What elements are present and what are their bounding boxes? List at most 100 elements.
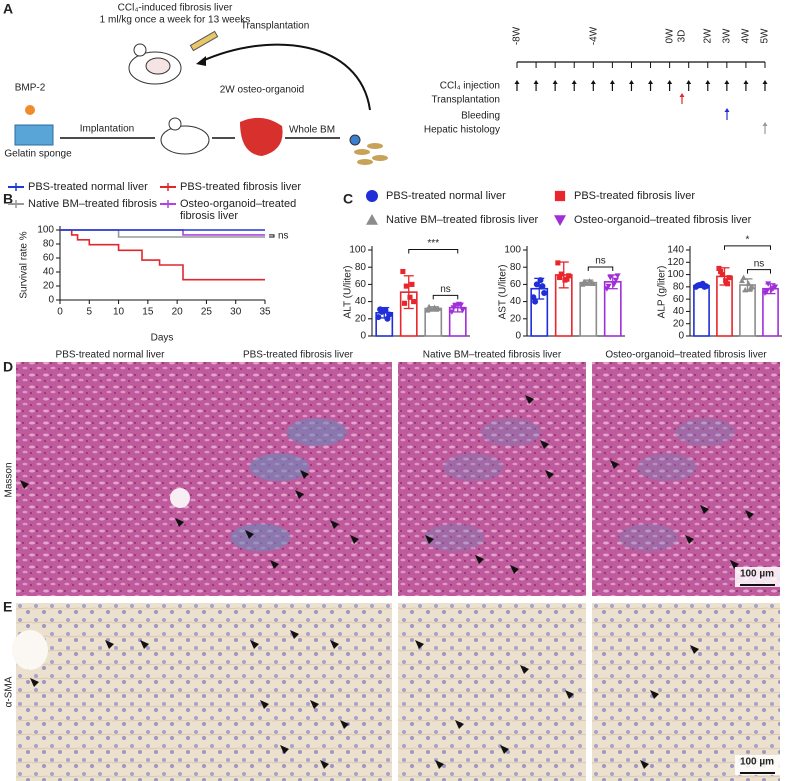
y-tick-label: 100	[667, 269, 684, 280]
arrowhead	[175, 518, 184, 527]
y-tick-label: 0	[360, 331, 366, 342]
x-tick-label: 0	[57, 307, 63, 318]
arrowhead	[330, 640, 339, 649]
timeline-arrowhead	[724, 80, 730, 84]
row-label: α-SMA	[4, 676, 15, 707]
data-point	[745, 280, 752, 287]
diagram-label: Gelatin sponge	[4, 149, 72, 160]
y-axis-label: AST (U/liter)	[498, 265, 509, 320]
survival-line	[60, 229, 265, 238]
y-tick-label: 120	[667, 257, 684, 268]
data-point	[539, 283, 546, 290]
x-tick-label: 15	[142, 307, 154, 318]
bar	[739, 284, 756, 337]
fibrosis-stain	[618, 523, 679, 552]
data-point	[533, 281, 540, 288]
significance-label: ns	[595, 256, 606, 267]
arrowhead	[475, 555, 484, 564]
y-tick-label: 140	[667, 245, 684, 256]
data-point	[726, 275, 732, 281]
legend-label: PBS-treated fibrosis liver	[574, 190, 696, 202]
y-tick-label: 100	[349, 245, 366, 256]
y-tick-label: 60	[673, 294, 685, 305]
data-point	[433, 306, 440, 312]
survival-line	[60, 229, 265, 281]
arrowhead	[565, 690, 574, 699]
timeline-arrowhead	[590, 80, 596, 84]
arrowhead	[520, 665, 529, 674]
timeline-label: 3W	[722, 28, 733, 44]
significance-bracket	[587, 266, 614, 271]
data-point	[742, 286, 749, 293]
significance-bracket	[408, 249, 459, 254]
fibrosis-stain	[424, 523, 485, 552]
arrowhead	[730, 560, 739, 569]
data-point	[557, 274, 563, 281]
data-point	[763, 289, 770, 295]
cells-icon	[354, 143, 388, 165]
data-point	[719, 272, 725, 278]
arrowhead	[640, 760, 649, 769]
timeline-label: 4W	[741, 28, 752, 44]
data-point	[375, 314, 382, 321]
arrowhead	[250, 640, 259, 649]
arrowhead	[340, 720, 349, 729]
x-tick-label: 35	[259, 307, 271, 318]
data-point	[403, 283, 409, 289]
organoid-icon	[240, 117, 283, 156]
arrowhead	[415, 640, 424, 649]
arrowhead	[300, 470, 309, 479]
arrowhead	[545, 470, 554, 479]
scale-bg	[735, 567, 780, 587]
y-axis-label: ALP (g/liter)	[657, 266, 668, 319]
diagram-title: CCl₄-induced fibrosis liver	[118, 3, 233, 14]
y-tick-label: 80	[355, 262, 367, 273]
data-point	[588, 279, 595, 286]
data-point	[555, 260, 561, 266]
data-point	[532, 298, 539, 305]
y-tick-label: 20	[355, 313, 367, 324]
timeline-arrowhead	[762, 80, 768, 84]
timeline-arrowhead	[648, 80, 654, 84]
arrowhead	[350, 535, 359, 544]
timeline-arrowhead	[571, 80, 577, 84]
significance-label: *	[746, 234, 750, 245]
bar	[579, 281, 598, 337]
micrograph	[16, 362, 204, 596]
timeline-arrowhead	[705, 80, 711, 84]
data-point	[716, 265, 722, 271]
fibrosis-stain	[637, 453, 698, 482]
y-tick-label: 100	[504, 245, 521, 256]
timeline-arrowhead	[552, 80, 558, 84]
legend-marker	[554, 215, 566, 226]
data-point	[402, 300, 408, 306]
arrowhead	[610, 460, 619, 469]
timeline-arrowhead	[609, 80, 615, 84]
arrowhead	[140, 640, 149, 649]
data-point	[765, 281, 772, 287]
data-point	[614, 273, 621, 279]
y-tick-label: 60	[43, 253, 55, 264]
significance-bracket	[269, 234, 275, 238]
legend-label: Osteo-organoid–treated fibrosis liver	[574, 214, 752, 226]
timeline-arrowhead	[679, 93, 685, 97]
fibrosis-stain	[674, 418, 735, 447]
x-tick-label: 25	[201, 307, 213, 318]
fibrosis-stain	[286, 418, 347, 447]
y-axis-label: ALT (U/liter)	[343, 266, 354, 319]
micrograph	[592, 362, 780, 596]
panel-label: D	[3, 359, 13, 375]
y-tick-label: 20	[43, 281, 55, 292]
arrow	[199, 43, 371, 111]
arrowhead	[745, 510, 754, 519]
x-tick-label: 10	[113, 307, 125, 318]
data-point	[400, 268, 406, 275]
timeline-label: 5W	[760, 28, 771, 44]
y-tick-label: 80	[43, 239, 55, 250]
data-point	[382, 307, 389, 314]
data-point	[459, 307, 466, 314]
micrograph	[592, 603, 780, 781]
diagram-label: 2W osteo-organoid	[220, 85, 305, 96]
arrowhead	[525, 395, 534, 404]
